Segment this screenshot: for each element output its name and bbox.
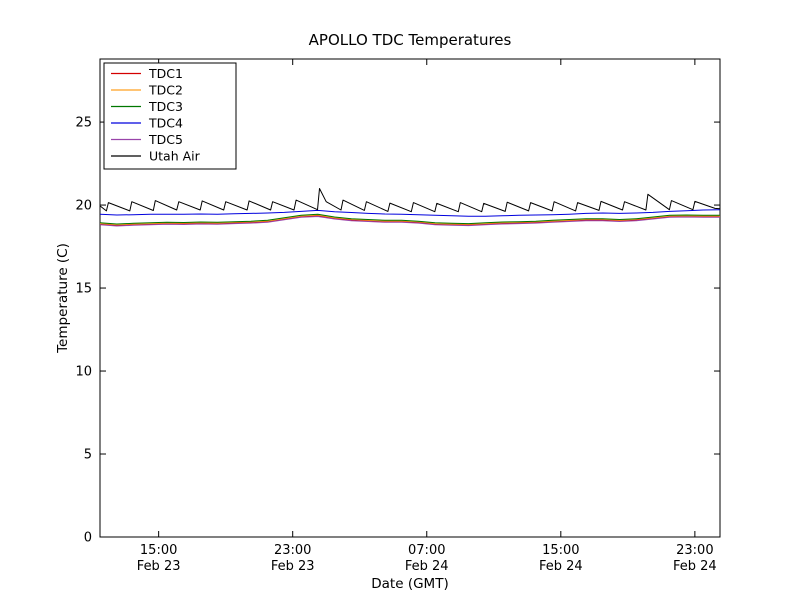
y-tick-label: 25 (75, 116, 92, 131)
legend-box (103, 62, 237, 170)
x-tick-label-time: 23:00 (676, 543, 713, 558)
x-tick-label-time: 15:00 (542, 543, 579, 558)
x-axis-label: Date (GMT) (371, 576, 449, 592)
series-tdc5 (100, 216, 720, 227)
series-group (100, 188, 720, 227)
series-utah-air (100, 188, 720, 213)
series-tdc1 (100, 215, 720, 226)
legend-label-tdc5: TDC5 (148, 132, 183, 147)
legend-label-tdc2: TDC2 (148, 83, 183, 98)
x-tick-label-date: Feb 24 (539, 559, 583, 574)
series-tdc4 (100, 209, 720, 217)
y-tick-label: 20 (75, 199, 92, 214)
series-tdc2 (100, 214, 720, 226)
x-tick-label-time: 23:00 (274, 543, 311, 558)
chart-title: APOLLO TDC Temperatures (308, 31, 512, 49)
legend-label-utah-air: Utah Air (149, 149, 201, 164)
y-tick-label: 10 (75, 365, 92, 380)
plot-frame (99, 58, 721, 538)
x-tick-label-time: 07:00 (408, 543, 445, 558)
y-tick-label: 5 (84, 448, 92, 463)
series-tdc3 (100, 213, 720, 225)
x-tick-label-date: Feb 23 (137, 559, 181, 574)
x-tick-label-date: Feb 24 (405, 559, 449, 574)
y-tick-label: 0 (84, 531, 92, 546)
y-tick-label: 15 (75, 282, 92, 297)
x-tick-label-date: Feb 24 (673, 559, 717, 574)
legend-label-tdc3: TDC3 (148, 99, 183, 114)
x-tick-label-date: Feb 23 (271, 559, 315, 574)
legend-label-tdc4: TDC4 (148, 116, 183, 131)
x-tick-label-time: 15:00 (140, 543, 177, 558)
legend-label-tdc1: TDC1 (148, 66, 183, 81)
